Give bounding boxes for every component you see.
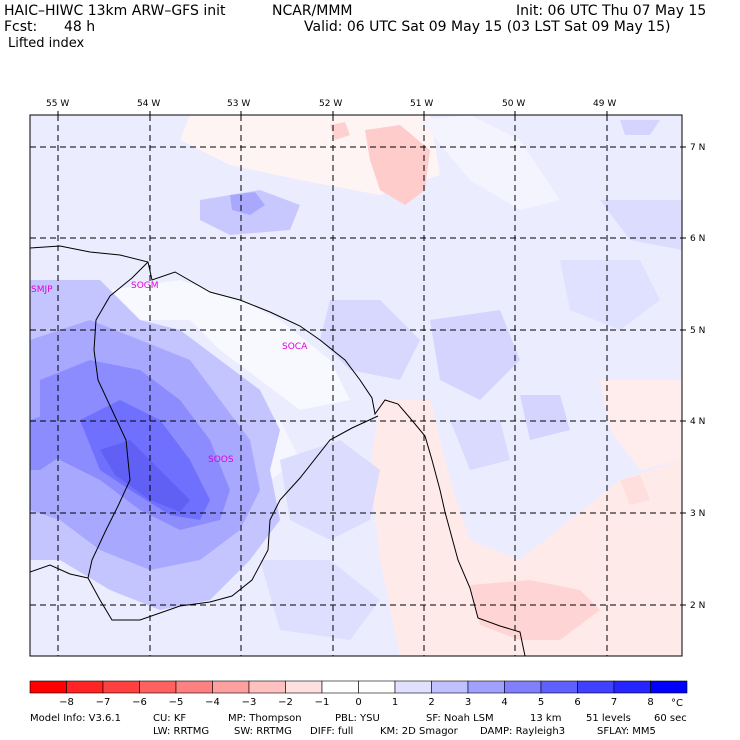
colorbar-tick-label: −3 (242, 697, 257, 708)
colorbar-swatch (139, 680, 177, 694)
colorbar-swatch (29, 680, 67, 694)
lat-label: 6 N (690, 234, 705, 244)
colorbar-swatch (358, 680, 396, 694)
colorbar-swatch (321, 680, 359, 694)
colorbar-swatch (394, 680, 432, 694)
lon-label: 49 W (593, 99, 616, 109)
footer-levels: 51 levels (586, 713, 631, 724)
colorbar-tick-label: −8 (59, 697, 74, 708)
model-title: HAIC–HIWC 13km ARW–GFS init (4, 3, 226, 19)
lat-label: 4 N (690, 417, 705, 427)
station-label: SOCA (282, 342, 308, 352)
footer-model-info: Model Info: V3.6.1 (30, 713, 121, 724)
station-label: SOOS (208, 455, 234, 465)
init-time: Init: 06 UTC Thu 07 May 15 (516, 3, 707, 19)
colorbar-tick-label: 6 (574, 697, 580, 708)
station-label: SOGM (131, 281, 159, 291)
colorbar-swatch (285, 680, 323, 694)
footer-mp: MP: Thompson (228, 713, 302, 724)
footer-diff: DIFF: full (310, 726, 354, 737)
colorbar-tick-label: −4 (205, 697, 220, 708)
axis-ticks (57, 111, 686, 606)
colorbar-swatch (66, 680, 104, 694)
lon-label: 55 W (46, 99, 69, 109)
colorbar-tick-label: 1 (392, 697, 398, 708)
colorbar-swatch (212, 680, 250, 694)
lat-label: 5 N (690, 326, 705, 336)
colorbar-swatch (467, 680, 505, 694)
colorbar-swatch (504, 680, 542, 694)
colorbar-swatch (613, 680, 651, 694)
lat-label: 2 N (690, 601, 705, 611)
footer-sflay: SFLAY: MM5 (597, 726, 656, 737)
footer-cu: CU: KF (153, 713, 187, 724)
footer-km: KM: 2D Smagor (380, 726, 458, 737)
colorbar-tick-label: 5 (538, 697, 544, 708)
lon-label: 51 W (410, 99, 433, 109)
footer-sw: SW: RRTMG (234, 726, 292, 737)
colorbar-swatch (102, 680, 140, 694)
lon-label: 54 W (137, 99, 160, 109)
footer-pbl: PBL: YSU (335, 713, 380, 724)
colorbar-swatch (650, 680, 688, 694)
station-label: SMJP (31, 285, 53, 295)
footer-resolution: 13 km (530, 713, 562, 724)
colorbar-tick-label: 8 (647, 697, 653, 708)
colorbar-tick-label: 3 (465, 697, 471, 708)
colorbar-tick-label: 7 (611, 697, 617, 708)
footer-timestep: 60 sec (654, 713, 687, 724)
lon-label: 53 W (227, 99, 250, 109)
forecast-hour: 48 h (64, 19, 96, 35)
footer-damp: DAMP: Rayleigh3 (480, 726, 566, 737)
colorbar-tick-label: −1 (315, 697, 330, 708)
footer-lw: LW: RRTMG (153, 726, 210, 737)
colorbar-tick-label: −5 (169, 697, 184, 708)
colorbar-tick-label: −7 (96, 697, 111, 708)
colorbar-unit: °C (671, 698, 683, 709)
colorbar-swatch (175, 680, 213, 694)
plot-frame (29, 114, 683, 657)
footer-sf: SF: Noah LSM (426, 713, 494, 724)
colorbar: −8 −7 −6 −5 −4 −3 −2 −1 0 1 2 3 4 5 6 7 8 (29, 680, 688, 708)
org-label: NCAR/MMM (272, 3, 353, 19)
lat-label: 3 N (690, 509, 705, 519)
lon-label: 52 W (319, 99, 342, 109)
lat-label: 7 N (690, 143, 705, 153)
forecast-label: Fcst: (4, 19, 38, 35)
colorbar-swatch (248, 680, 286, 694)
colorbar-swatch (431, 680, 469, 694)
lon-label: 50 W (502, 99, 525, 109)
valid-time: Valid: 06 UTC Sat 09 May 15 (03 LST Sat … (304, 19, 671, 35)
lifted-index-field (30, 115, 682, 656)
colorbar-tick-label: −2 (278, 697, 293, 708)
colorbar-tick-label: 4 (501, 697, 507, 708)
field-name: Lifted index (8, 36, 85, 51)
colorbar-tick-label: 2 (428, 697, 434, 708)
colorbar-swatch (540, 680, 578, 694)
colorbar-tick-label: 0 (355, 697, 361, 708)
colorbar-tick-label: −6 (132, 697, 147, 708)
coastlines (30, 245, 526, 656)
colorbar-swatch (577, 680, 615, 694)
graticule (30, 115, 682, 656)
